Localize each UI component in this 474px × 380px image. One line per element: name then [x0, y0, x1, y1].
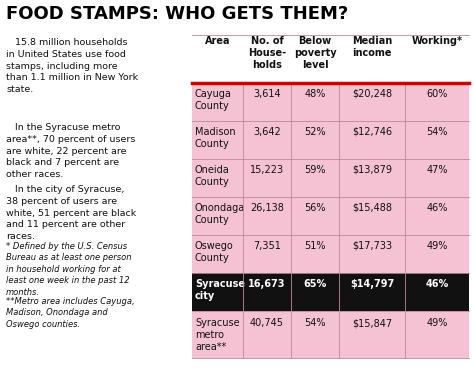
- Text: In the Syracuse metro
area**, 70 percent of users
are white, 22 percent are
blac: In the Syracuse metro area**, 70 percent…: [6, 123, 136, 179]
- Bar: [192, 273, 469, 311]
- Text: $14,797: $14,797: [350, 279, 394, 289]
- Text: $20,248: $20,248: [352, 89, 392, 99]
- Text: Syracuse
city: Syracuse city: [195, 279, 245, 301]
- Text: Syracuse
metro
area**: Syracuse metro area**: [195, 318, 240, 352]
- Text: 60%: 60%: [426, 89, 447, 99]
- Text: 15.8 million households
in United States use food
stamps, including more
than 1.: 15.8 million households in United States…: [6, 38, 138, 94]
- Text: 51%: 51%: [304, 241, 326, 251]
- Text: $17,733: $17,733: [352, 241, 392, 251]
- Text: 3,642: 3,642: [253, 127, 281, 137]
- Text: 16,673: 16,673: [248, 279, 286, 289]
- Text: 15,223: 15,223: [250, 165, 284, 175]
- Bar: [192, 121, 469, 159]
- Text: $12,746: $12,746: [352, 127, 392, 137]
- Text: 46%: 46%: [426, 203, 447, 213]
- Text: Median
income: Median income: [352, 36, 392, 58]
- Text: 54%: 54%: [304, 318, 326, 328]
- Text: Area: Area: [205, 36, 230, 46]
- Bar: [192, 235, 469, 273]
- Text: 7,351: 7,351: [253, 241, 281, 251]
- Text: 40,745: 40,745: [250, 318, 284, 328]
- Text: Madison
County: Madison County: [195, 127, 236, 149]
- Text: 26,138: 26,138: [250, 203, 284, 213]
- Text: No. of
House-
holds: No. of House- holds: [248, 36, 286, 70]
- Bar: [192, 197, 469, 235]
- Text: $15,488: $15,488: [352, 203, 392, 213]
- Text: 59%: 59%: [304, 165, 326, 175]
- Text: Oneida
County: Oneida County: [195, 165, 230, 187]
- Bar: [192, 83, 469, 121]
- Text: $13,879: $13,879: [352, 165, 392, 175]
- Text: 46%: 46%: [425, 279, 448, 289]
- Text: Below
poverty
level: Below poverty level: [294, 36, 337, 70]
- Text: 49%: 49%: [426, 241, 447, 251]
- Text: **Metro area includes Cayuga,
Madison, Onondaga and
Oswego counties.: **Metro area includes Cayuga, Madison, O…: [6, 297, 135, 329]
- Text: 48%: 48%: [304, 89, 326, 99]
- Text: Onondaga
County: Onondaga County: [195, 203, 245, 225]
- Text: Cayuga
County: Cayuga County: [195, 89, 232, 111]
- Text: 47%: 47%: [426, 165, 448, 175]
- Text: Oswego
County: Oswego County: [195, 241, 234, 263]
- Text: FOOD STAMPS: WHO GETS THEM?: FOOD STAMPS: WHO GETS THEM?: [6, 5, 348, 23]
- Bar: [192, 311, 469, 358]
- Text: In the city of Syracuse,
38 percent of users are
white, 51 percent are black
and: In the city of Syracuse, 38 percent of u…: [6, 185, 136, 241]
- Text: 49%: 49%: [426, 318, 447, 328]
- Bar: [192, 159, 469, 197]
- Text: 54%: 54%: [426, 127, 448, 137]
- Text: Working*: Working*: [411, 36, 463, 46]
- Text: 52%: 52%: [304, 127, 326, 137]
- Text: 65%: 65%: [303, 279, 327, 289]
- Text: 3,614: 3,614: [253, 89, 281, 99]
- Text: $15,847: $15,847: [352, 318, 392, 328]
- Text: 56%: 56%: [304, 203, 326, 213]
- Text: * Defined by the U.S. Census
Bureau as at least one person
in household working : * Defined by the U.S. Census Bureau as a…: [6, 242, 131, 297]
